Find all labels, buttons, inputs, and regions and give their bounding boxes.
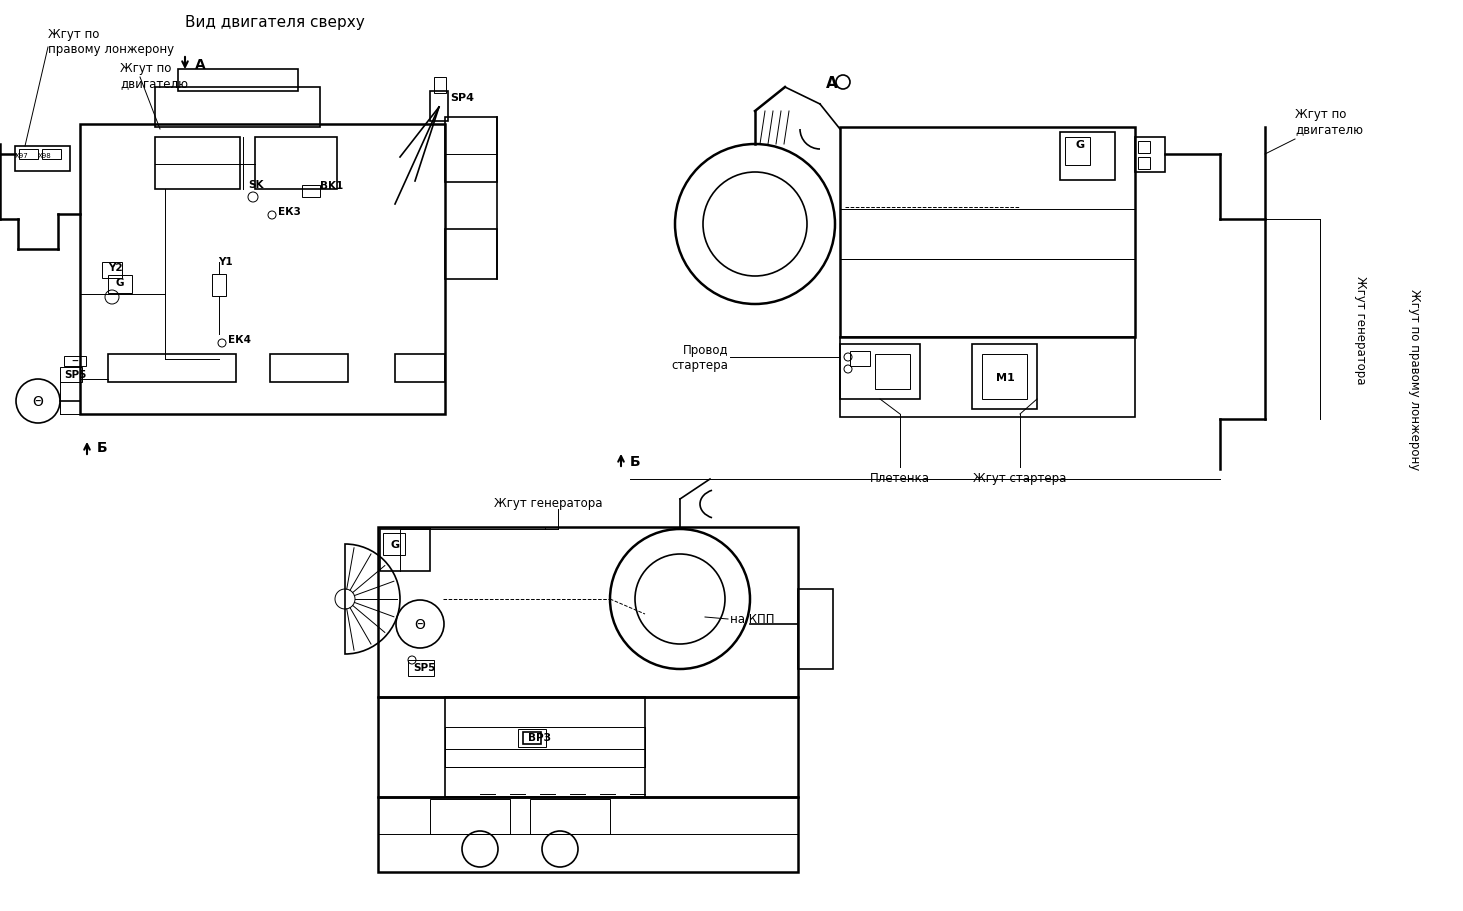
Bar [64, 356, 86, 366]
Text: BK1: BK1 [320, 180, 344, 190]
Bar [840, 260, 1135, 338]
Bar [445, 727, 645, 767]
Bar [377, 527, 797, 697]
Text: Б: Б [97, 441, 108, 455]
Bar [1135, 138, 1165, 173]
Bar [435, 78, 446, 94]
Bar [212, 275, 225, 297]
Bar [377, 697, 797, 797]
Bar [850, 352, 870, 366]
Bar [108, 354, 236, 383]
Text: Жгут генератора: Жгут генератора [493, 496, 603, 509]
Text: А: А [827, 76, 838, 90]
Bar [19, 149, 38, 159]
Bar [840, 338, 1135, 417]
Text: Жгут стартера: Жгут стартера [973, 472, 1067, 485]
Bar [840, 128, 1135, 338]
Bar [1138, 158, 1150, 169]
Text: G: G [116, 278, 124, 288]
Text: Жгут по
двигателю: Жгут по двигателю [1295, 107, 1364, 136]
Bar [982, 354, 1027, 400]
Bar [80, 125, 445, 415]
Bar [301, 186, 320, 198]
Text: Б: Б [631, 455, 641, 468]
Bar [255, 138, 336, 189]
Bar [271, 354, 348, 383]
Text: ВРЗ: ВРЗ [528, 732, 552, 742]
Bar [530, 799, 610, 834]
Bar [1138, 142, 1150, 154]
Bar [102, 262, 121, 279]
Bar [155, 138, 240, 189]
Text: SP5: SP5 [413, 662, 436, 672]
Bar [875, 354, 910, 390]
Bar [445, 697, 645, 797]
Bar [797, 589, 832, 670]
Text: Y2: Y2 [108, 262, 123, 272]
Bar [108, 276, 132, 293]
Bar [155, 87, 320, 128]
Text: Жгут по
правому лонжерону: Жгут по правому лонжерону [48, 28, 174, 56]
Text: G: G [1075, 140, 1084, 149]
Text: Вид двигателя сверху: Вид двигателя сверху [186, 15, 364, 29]
Text: SP5: SP5 [64, 370, 86, 380]
Bar [445, 230, 497, 280]
Text: ЕК4: ЕК4 [228, 334, 252, 344]
Text: Θ: Θ [414, 618, 426, 631]
Bar [840, 210, 1135, 260]
Bar [840, 344, 920, 400]
Bar [377, 797, 797, 872]
Text: M1: M1 [996, 373, 1014, 383]
Bar [430, 92, 448, 122]
Text: Провод
стартера: Провод стартера [672, 343, 729, 372]
Text: на КПП: на КПП [730, 613, 774, 626]
Bar [15, 147, 70, 172]
Text: –: – [72, 354, 79, 369]
Text: Жгут по
двигателю: Жгут по двигателю [120, 62, 189, 90]
Bar [522, 732, 541, 744]
Text: Жгут по правому лонжерону: Жгут по правому лонжерону [1409, 289, 1422, 470]
Bar [178, 70, 298, 92]
Text: Y1: Y1 [218, 257, 233, 267]
Text: SK: SK [249, 179, 263, 189]
Text: X98: X98 [38, 153, 51, 159]
Text: Θ: Θ [32, 394, 44, 408]
Bar [430, 799, 511, 834]
Text: X97: X97 [15, 153, 29, 159]
Bar [383, 534, 405, 556]
Text: А: А [195, 58, 206, 72]
Bar [380, 529, 430, 571]
Bar [518, 729, 546, 747]
Text: Плетенка: Плетенка [870, 472, 930, 485]
Bar [1065, 138, 1090, 166]
Bar [408, 660, 435, 676]
Text: Жгут генератора: Жгут генератора [1353, 275, 1366, 384]
Bar [1061, 133, 1115, 180]
Bar [971, 344, 1037, 410]
Bar [42, 149, 61, 159]
Bar [395, 354, 445, 383]
Bar [60, 368, 82, 383]
Text: G: G [391, 539, 399, 549]
Bar [445, 118, 497, 183]
Text: SP4: SP4 [451, 93, 474, 103]
Text: ЕК3: ЕК3 [278, 207, 301, 217]
